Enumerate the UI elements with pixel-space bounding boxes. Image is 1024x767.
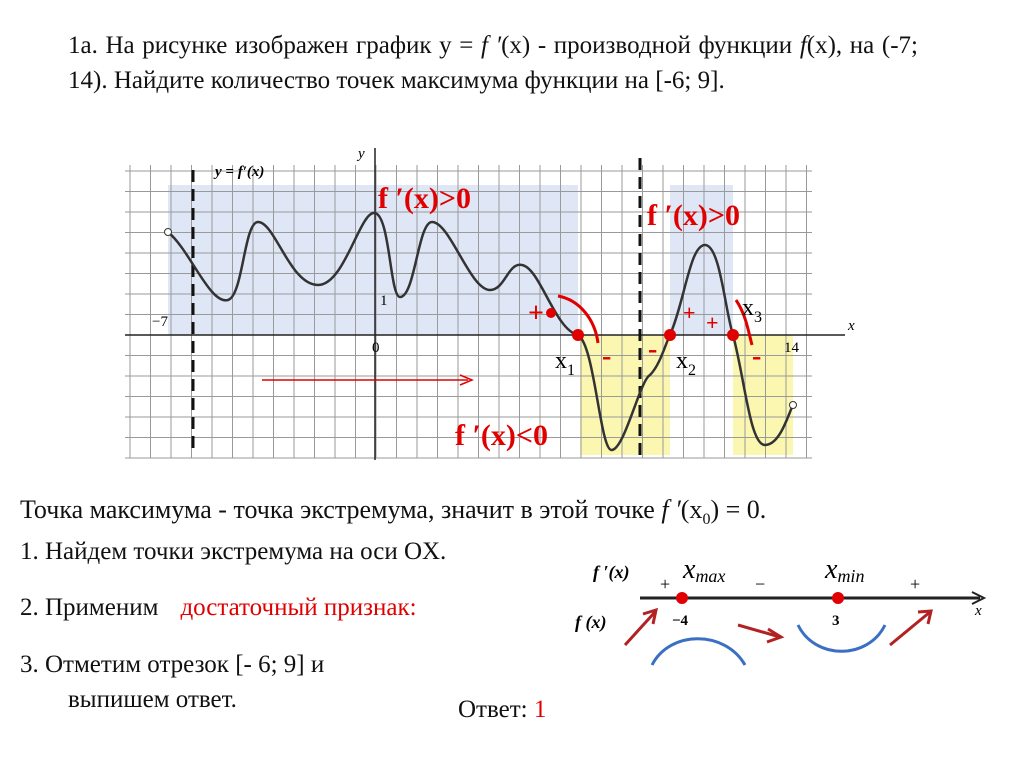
annotation: f ′(x)>0: [378, 182, 471, 215]
extremum-point: [676, 592, 688, 604]
extremum-name: x: [824, 554, 838, 585]
extremum-label: xmax: [682, 554, 725, 586]
answer: Ответ: 1: [458, 692, 546, 727]
axis-value: −4: [672, 613, 689, 629]
point-name: x: [555, 348, 567, 374]
sign: +: [528, 298, 544, 329]
statement: Точка максимума - точка экстремума, знач…: [20, 492, 766, 537]
sign: -: [752, 341, 761, 372]
sign: -: [648, 334, 657, 365]
sign: -: [602, 341, 611, 372]
axis-value: 3: [832, 613, 840, 629]
increase-arrow: [623, 610, 657, 647]
point-name: x: [742, 295, 754, 321]
point-label: x2: [676, 348, 696, 379]
statement-text: (x: [680, 495, 703, 524]
statement-text: 0: [702, 511, 711, 529]
curved-arrow: [557, 294, 600, 344]
max-arc: [650, 637, 747, 666]
statement-text: ) = 0.: [710, 495, 767, 524]
point-label: x1: [555, 348, 575, 379]
endpoint: [789, 401, 797, 409]
sign: +: [683, 300, 696, 325]
decrease-arrow: [737, 623, 781, 639]
extremum-name: x: [682, 554, 696, 585]
derivative-curve: [167, 211, 795, 452]
step: 3. Отметим отрезок [- 6; 9] и: [20, 651, 325, 678]
increase-arrow: [642, 607, 659, 625]
sign: +: [660, 574, 670, 594]
critical-point: [572, 329, 584, 341]
extremum-index: max: [695, 566, 725, 586]
problem-text: f: [799, 32, 807, 59]
answer-value: 1: [533, 696, 547, 723]
problem-text: (x) - производной функции: [501, 32, 800, 59]
answer-label: Ответ:: [458, 696, 528, 723]
axis-label: x: [974, 603, 982, 619]
problem-text: (x), на (-7; 14). Найдите количество точ…: [68, 32, 918, 94]
annotation: f ′(x)>0: [647, 199, 740, 232]
critical-point: [664, 329, 676, 341]
critical-point: [727, 329, 739, 341]
step: выпишем ответ.: [68, 686, 237, 713]
sign: +: [910, 574, 920, 594]
extremum-label: xmin: [824, 554, 864, 586]
point-name: x: [676, 348, 688, 374]
shade-positive: [670, 185, 733, 335]
point-label: x3: [742, 295, 762, 326]
min-arc: [796, 624, 887, 653]
step-text: 2. Применим: [20, 594, 159, 621]
problem-text: 1а. На рисунке изображен график y =: [68, 32, 482, 59]
step-highlight: достаточный признак:: [180, 594, 417, 621]
row-label: f ′(x): [593, 562, 630, 583]
tick-label: 0: [372, 340, 380, 356]
increase-arrow: [917, 609, 933, 625]
axis-label: y: [356, 146, 365, 162]
row-label: f (x): [575, 612, 606, 633]
extremum-point: [832, 592, 844, 604]
tick-label: −7: [152, 314, 168, 330]
shade-positive: [168, 185, 578, 335]
statement-text: Точка максимума - точка экстремума, знач…: [20, 495, 662, 524]
marker: [546, 308, 556, 318]
tick-label: 1: [380, 293, 388, 309]
step: 1. Найдем точки экстремума на оси OX.: [20, 538, 447, 565]
direction-arrow: [459, 374, 474, 386]
function-label: y = f′(x): [213, 164, 264, 180]
extremum-index: min: [837, 566, 864, 586]
statement-text: f ′: [661, 495, 681, 524]
annotation: f ′(x)<0: [455, 419, 548, 452]
point-index: 1: [567, 362, 575, 379]
sign: +: [706, 310, 719, 335]
increase-arrow: [889, 610, 931, 647]
sign: −: [755, 574, 765, 594]
curved-arrow: [734, 299, 754, 346]
point-index: 2: [688, 362, 696, 379]
problem-text: f ′: [481, 32, 502, 59]
decrease-arrow: [766, 627, 785, 644]
problem: 1а. На рисунке изображен график y = f ′(…: [68, 28, 918, 98]
step: 2. Применим достаточный признак:: [20, 590, 417, 625]
tick-label: 14: [784, 340, 800, 356]
sign-axis-arrow: [971, 591, 987, 605]
axis-label: x: [847, 318, 855, 334]
endpoint: [164, 228, 172, 236]
point-index: 3: [754, 309, 762, 326]
